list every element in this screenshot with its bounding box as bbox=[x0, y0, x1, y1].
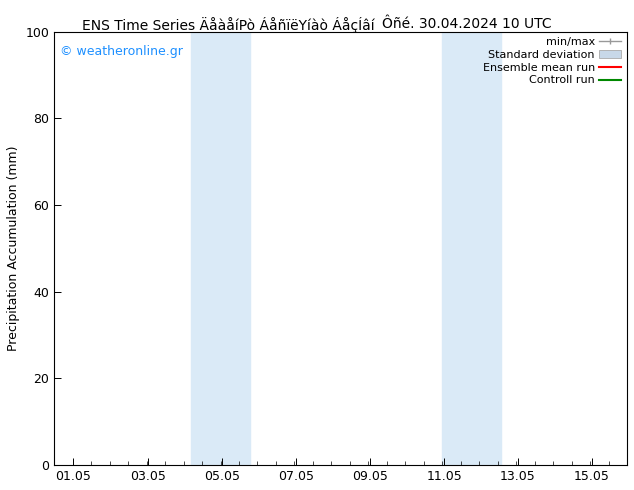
Legend: min/max, Standard deviation, Ensemble mean run, Controll run: min/max, Standard deviation, Ensemble me… bbox=[481, 35, 624, 88]
Text: ENS Time Series ÄåàåíPò ÁåñïëYíàò ÁåçÍâí: ENS Time Series ÄåàåíPò ÁåñïëYíàò ÁåçÍâí bbox=[82, 17, 375, 33]
Text: © weatheronline.gr: © weatheronline.gr bbox=[60, 45, 183, 57]
Bar bbox=[443, 31, 501, 465]
Bar bbox=[191, 31, 250, 465]
Text: Ôñé. 30.04.2024 10 UTC: Ôñé. 30.04.2024 10 UTC bbox=[382, 17, 552, 31]
Y-axis label: Precipitation Accumulation (mm): Precipitation Accumulation (mm) bbox=[7, 146, 20, 351]
